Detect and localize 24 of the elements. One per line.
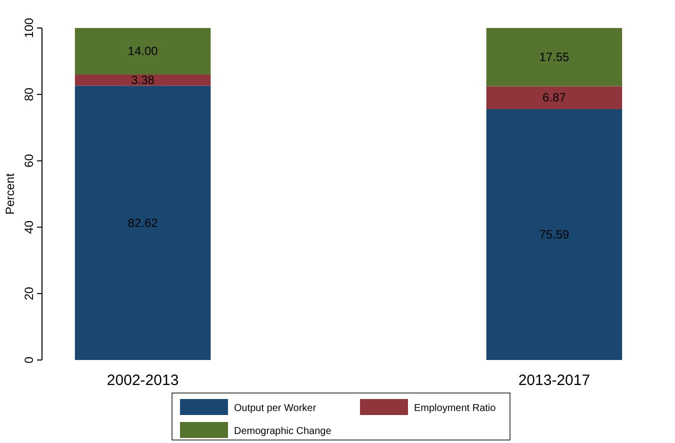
- x-tick-label: 2002-2013: [106, 372, 179, 389]
- bar: [74, 28, 211, 74]
- y-tick-label: 0: [22, 356, 36, 364]
- y-tick-label: 80: [22, 87, 36, 102]
- data-label: 3.38: [131, 73, 155, 88]
- data-label: 75.59: [539, 228, 570, 242]
- y-tick-label: 100: [22, 18, 36, 38]
- bar: [486, 28, 622, 86]
- bar: [74, 74, 211, 86]
- y-axis-title: Percent: [3, 172, 17, 215]
- data-label: 14.00: [128, 44, 158, 58]
- data-label: 82.62: [128, 216, 158, 230]
- y-tick-label: 60: [22, 154, 36, 168]
- bar: [74, 86, 211, 360]
- legend-label: Employment Ratio: [414, 403, 496, 414]
- y-tick-label: 20: [22, 286, 36, 300]
- y-tick-label: 40: [22, 220, 36, 234]
- bar: [486, 109, 622, 360]
- x-tick-label: 2013-2017: [518, 372, 590, 389]
- bar: [486, 86, 622, 110]
- legend-label: Output per Worker: [234, 403, 317, 414]
- data-label: 6.87: [542, 90, 566, 105]
- legend-label: Demographic Change: [234, 426, 332, 437]
- data-label: 17.55: [539, 50, 570, 64]
